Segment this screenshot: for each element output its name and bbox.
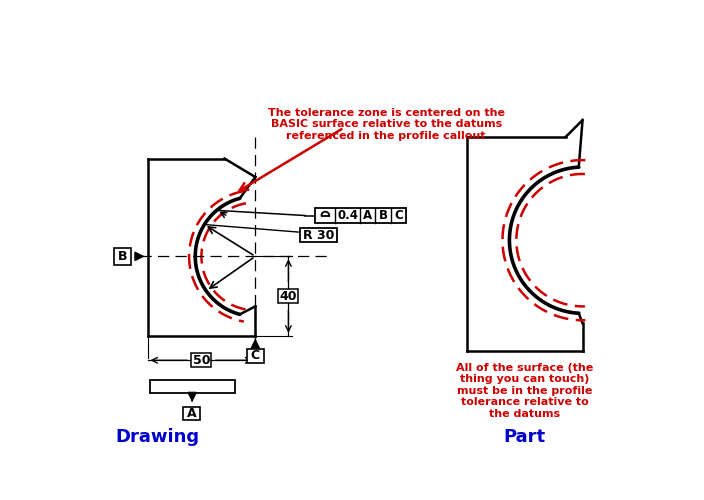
Text: Drawing: Drawing	[115, 428, 199, 446]
Bar	[278, 289, 298, 303]
Text: The tolerance zone is centered on the
BASIC surface relative to the datums
refer: The tolerance zone is centered on the BA…	[268, 108, 505, 141]
Text: A: A	[187, 407, 196, 420]
Bar	[191, 354, 211, 367]
Text: B: B	[379, 209, 388, 222]
Bar	[150, 380, 234, 392]
Text: R 30: R 30	[303, 228, 334, 241]
Text: 40: 40	[279, 290, 297, 302]
Text: All of the surface (the
thing you can touch)
must be in the profile
tolerance re: All of the surface (the thing you can to…	[456, 362, 593, 419]
Text: A: A	[363, 209, 372, 222]
Text: B: B	[118, 250, 127, 263]
Text: Part: Part	[504, 428, 546, 446]
Text: C: C	[251, 349, 260, 362]
Bar	[315, 208, 406, 223]
Text: C: C	[394, 209, 403, 222]
Bar	[114, 248, 132, 265]
Bar	[300, 228, 337, 242]
Bar	[183, 406, 200, 420]
Text: 50: 50	[193, 354, 210, 367]
Text: 0.4: 0.4	[337, 209, 358, 222]
Bar	[247, 349, 264, 362]
